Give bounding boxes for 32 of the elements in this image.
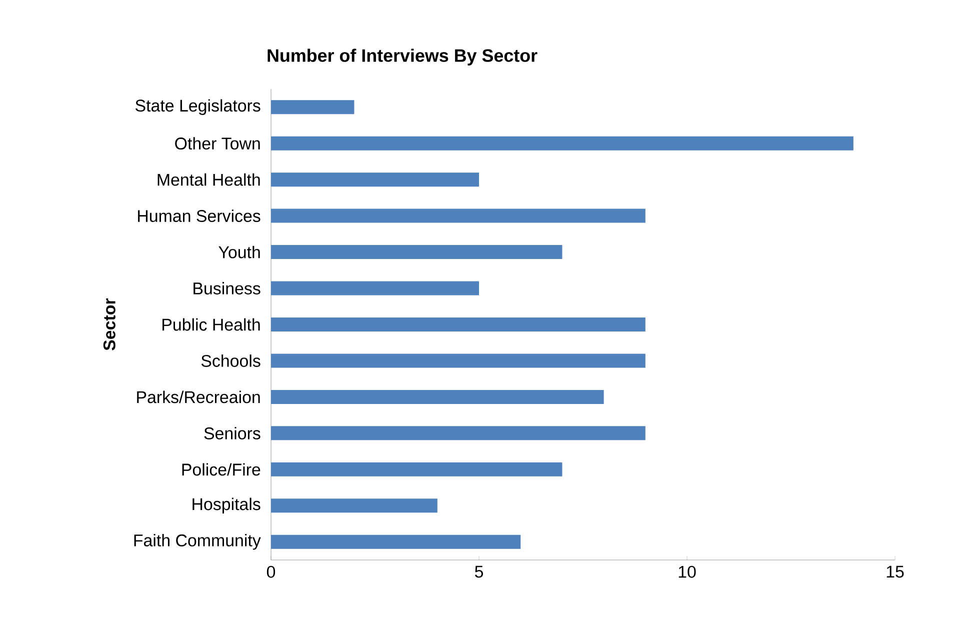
y-tick-label: Public Health bbox=[162, 318, 260, 331]
y-tick-label: Hospitals bbox=[192, 498, 260, 514]
y-tick-label: Human Services bbox=[138, 210, 260, 222]
x-tick-label: 0 bbox=[266, 566, 276, 578]
y-axis-title: Sector bbox=[103, 298, 116, 350]
y-tick-label: Schools bbox=[201, 354, 260, 367]
bar bbox=[271, 281, 480, 296]
y-tick-label: Parks/Recreaion bbox=[137, 390, 260, 404]
y-tick-label: Mental Health bbox=[158, 173, 260, 186]
bar bbox=[271, 426, 646, 440]
y-tick-label: Youth bbox=[218, 246, 260, 258]
bar bbox=[271, 498, 438, 513]
bar bbox=[271, 136, 854, 150]
bar bbox=[271, 172, 480, 187]
bar bbox=[271, 317, 646, 332]
bar bbox=[271, 354, 646, 368]
y-tick-label: Business bbox=[194, 282, 260, 294]
x-tick-label: 15 bbox=[886, 566, 904, 578]
x-tick-label: 5 bbox=[474, 566, 484, 578]
bar bbox=[271, 100, 354, 114]
chart-title: Number of Interviews By Sector bbox=[268, 48, 538, 66]
bar bbox=[271, 390, 604, 404]
y-tick-label: State Legislators bbox=[136, 99, 260, 115]
y-tick-label: Faith Community bbox=[134, 534, 261, 550]
y-tick-label: Seniors bbox=[204, 426, 260, 440]
y-tick-label: Other Town bbox=[175, 137, 260, 150]
x-tick-label: 10 bbox=[678, 566, 696, 578]
bar bbox=[271, 462, 562, 476]
bar bbox=[271, 208, 646, 223]
bar bbox=[271, 534, 521, 549]
y-tick-label: Police/Fire bbox=[182, 463, 260, 476]
bar bbox=[271, 245, 562, 260]
